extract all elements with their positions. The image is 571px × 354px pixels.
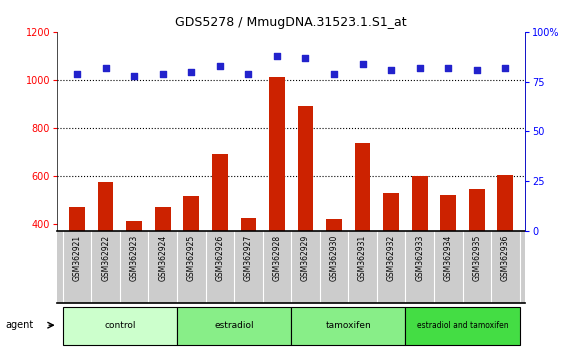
Text: GSM362933: GSM362933 — [415, 235, 424, 281]
Bar — [183, 196, 199, 320]
Text: GSM362932: GSM362932 — [387, 235, 396, 281]
Point — [472, 67, 481, 73]
Text: GSM362930: GSM362930 — [329, 235, 339, 281]
Title: GDS5278 / MmugDNA.31523.1.S1_at: GDS5278 / MmugDNA.31523.1.S1_at — [175, 16, 407, 29]
Bar — [98, 182, 114, 320]
Bar — [440, 195, 456, 320]
Bar — [412, 176, 428, 320]
Bar — [240, 218, 256, 320]
Point — [130, 73, 139, 79]
Bar — [405, 307, 520, 345]
Bar — [212, 154, 228, 320]
Text: control: control — [104, 321, 136, 330]
Text: estradiol: estradiol — [214, 321, 254, 330]
Point — [272, 53, 282, 59]
Text: estradiol and tamoxifen: estradiol and tamoxifen — [417, 321, 508, 330]
Point — [101, 65, 110, 70]
Point — [73, 71, 82, 76]
Point — [387, 67, 396, 73]
Point — [329, 71, 339, 76]
Text: GSM362929: GSM362929 — [301, 235, 310, 281]
Bar — [269, 78, 285, 320]
Point — [415, 65, 424, 70]
Text: GSM362922: GSM362922 — [101, 235, 110, 281]
Point — [301, 55, 310, 61]
Bar — [69, 207, 85, 320]
Bar — [297, 106, 313, 320]
Point — [501, 65, 510, 70]
Point — [158, 71, 167, 76]
Bar — [497, 175, 513, 320]
Bar — [383, 193, 399, 320]
Point — [358, 61, 367, 67]
Text: GSM362927: GSM362927 — [244, 235, 253, 281]
Point — [187, 69, 196, 75]
Bar — [469, 189, 485, 320]
Bar — [177, 307, 291, 345]
Bar — [326, 219, 342, 320]
Bar — [155, 207, 171, 320]
Point — [215, 63, 224, 69]
Text: GSM362934: GSM362934 — [444, 235, 453, 281]
Text: GSM362928: GSM362928 — [272, 235, 282, 281]
Bar — [355, 143, 371, 320]
Text: GSM362924: GSM362924 — [158, 235, 167, 281]
Bar — [291, 307, 405, 345]
Text: GSM362925: GSM362925 — [187, 235, 196, 281]
Text: GSM362921: GSM362921 — [73, 235, 82, 281]
Text: tamoxifen: tamoxifen — [325, 321, 371, 330]
Text: GSM362926: GSM362926 — [215, 235, 224, 281]
Point — [244, 71, 253, 76]
Point — [444, 65, 453, 70]
Bar — [63, 307, 177, 345]
Text: GSM362931: GSM362931 — [358, 235, 367, 281]
Text: agent: agent — [6, 320, 34, 330]
Text: GSM362935: GSM362935 — [472, 235, 481, 281]
Bar — [126, 222, 142, 320]
Text: GSM362936: GSM362936 — [501, 235, 510, 281]
Text: GSM362923: GSM362923 — [130, 235, 139, 281]
